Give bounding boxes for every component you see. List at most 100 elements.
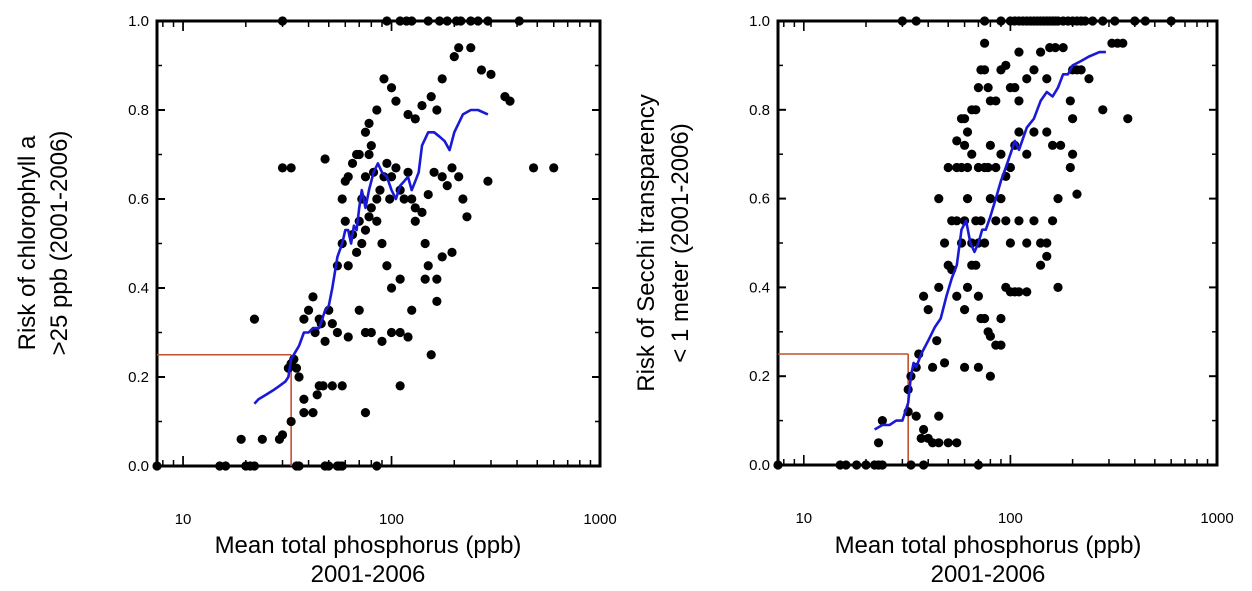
data-point-right <box>962 194 973 204</box>
data-point-right <box>1088 16 1098 26</box>
data-point-left <box>442 181 452 191</box>
data-point-right <box>996 340 1006 350</box>
plot-frame-right <box>776 19 1219 467</box>
data-point-left <box>483 16 493 26</box>
xlabel-left-line1: Mean total phosphorus (ppb) <box>215 532 522 559</box>
data-point-left <box>437 172 447 182</box>
data-point-right <box>1123 114 1133 124</box>
data-point-left <box>434 16 445 26</box>
data-point-right <box>943 162 953 173</box>
risk-curve-left <box>253 108 489 405</box>
y-tick-label-right: 1.0 <box>749 13 770 30</box>
data-point-left <box>423 189 433 200</box>
data-point-left <box>420 274 430 284</box>
data-point-left <box>403 109 413 120</box>
data-point-right <box>1005 238 1016 248</box>
plot-area-right <box>773 16 1176 470</box>
data-point-left <box>483 176 493 186</box>
x-tick-label-left: 100 <box>379 511 404 528</box>
data-point-right <box>985 140 995 150</box>
data-point-left <box>466 16 476 26</box>
data-point-right <box>1110 16 1120 26</box>
data-point-right <box>873 438 884 448</box>
data-point-right <box>1047 140 1058 150</box>
data-point-left <box>377 238 387 249</box>
data-point-right <box>1022 74 1032 84</box>
y-tick-label-right: 0.6 <box>749 191 770 208</box>
data-point-right <box>911 411 921 421</box>
data-point-right <box>1067 149 1078 159</box>
data-point-left <box>514 16 524 26</box>
data-point-right <box>1056 140 1066 150</box>
data-point-right <box>918 460 929 470</box>
data-point-left <box>337 461 347 471</box>
data-point-right <box>985 331 995 341</box>
data-point-left <box>294 372 304 382</box>
data-point-right <box>1140 16 1150 26</box>
data-point-left <box>505 96 515 106</box>
data-point-right <box>959 140 970 150</box>
data-point-right <box>927 362 938 372</box>
data-point-left <box>343 172 353 182</box>
data-point-left <box>299 394 309 404</box>
data-point-left <box>327 319 337 329</box>
x-tick-label-right: 100 <box>998 510 1023 527</box>
data-point-right <box>983 162 993 173</box>
data-point-right <box>1053 282 1063 292</box>
data-point-right <box>973 83 984 93</box>
data-point-right <box>1014 216 1024 226</box>
data-point-left <box>432 105 442 115</box>
data-point-left <box>386 327 397 338</box>
data-point-right <box>1022 287 1032 297</box>
data-point-right <box>1029 216 1039 226</box>
data-point-left <box>385 194 395 204</box>
data-point-right <box>939 358 950 368</box>
data-point-left <box>447 247 457 257</box>
data-point-left <box>357 238 367 249</box>
data-point-left <box>423 16 433 26</box>
y-tick-label-left: 0.8 <box>128 102 149 119</box>
data-point-left <box>399 194 409 204</box>
x-tick-label-left: 10 <box>175 511 192 528</box>
data-point-right <box>976 216 986 226</box>
data-point-right <box>979 16 990 26</box>
data-point-right <box>1035 260 1046 270</box>
data-point-right <box>959 305 970 315</box>
data-point-left <box>366 141 376 151</box>
data-point-left <box>375 185 385 195</box>
data-point-left <box>308 292 318 302</box>
data-point-right <box>973 291 984 301</box>
data-point-right <box>943 438 953 448</box>
axes-left: 0.0 0.2 0.4 0.6 0.8 1.0 10 100 1000 <box>128 13 617 528</box>
data-point-right <box>962 282 973 292</box>
data-point-left <box>437 252 447 262</box>
data-point-left <box>473 16 483 26</box>
ylabel-left-line1: Risk of chlorophyll a <box>14 135 41 350</box>
data-point-left <box>299 408 309 418</box>
data-point-right <box>1001 216 1011 226</box>
data-point-right <box>959 114 970 124</box>
x-tick-label-left: 1000 <box>583 511 616 528</box>
data-point-right <box>962 162 973 173</box>
y-tick-label-right: 0.2 <box>749 368 770 385</box>
data-point-right <box>851 460 862 470</box>
data-point-right <box>877 460 887 470</box>
data-point-right <box>934 438 944 448</box>
data-point-left <box>386 83 397 93</box>
data-point-right <box>1042 251 1052 261</box>
data-point-right <box>1065 96 1075 106</box>
data-point-left <box>312 390 322 400</box>
data-point-left <box>417 100 427 111</box>
data-point-left <box>347 158 358 168</box>
data-point-right <box>1005 162 1016 173</box>
data-point-left <box>386 172 397 182</box>
data-point-left <box>352 247 362 257</box>
xlabel-right-line1: Mean total phosphorus (ppb) <box>835 532 1142 559</box>
data-point-right <box>991 216 1001 226</box>
data-point-left <box>286 416 296 427</box>
data-point-right <box>916 433 926 443</box>
data-point-right <box>1067 114 1078 124</box>
data-point-left <box>332 327 342 338</box>
data-point-right <box>1042 74 1052 84</box>
data-point-left <box>318 381 328 391</box>
